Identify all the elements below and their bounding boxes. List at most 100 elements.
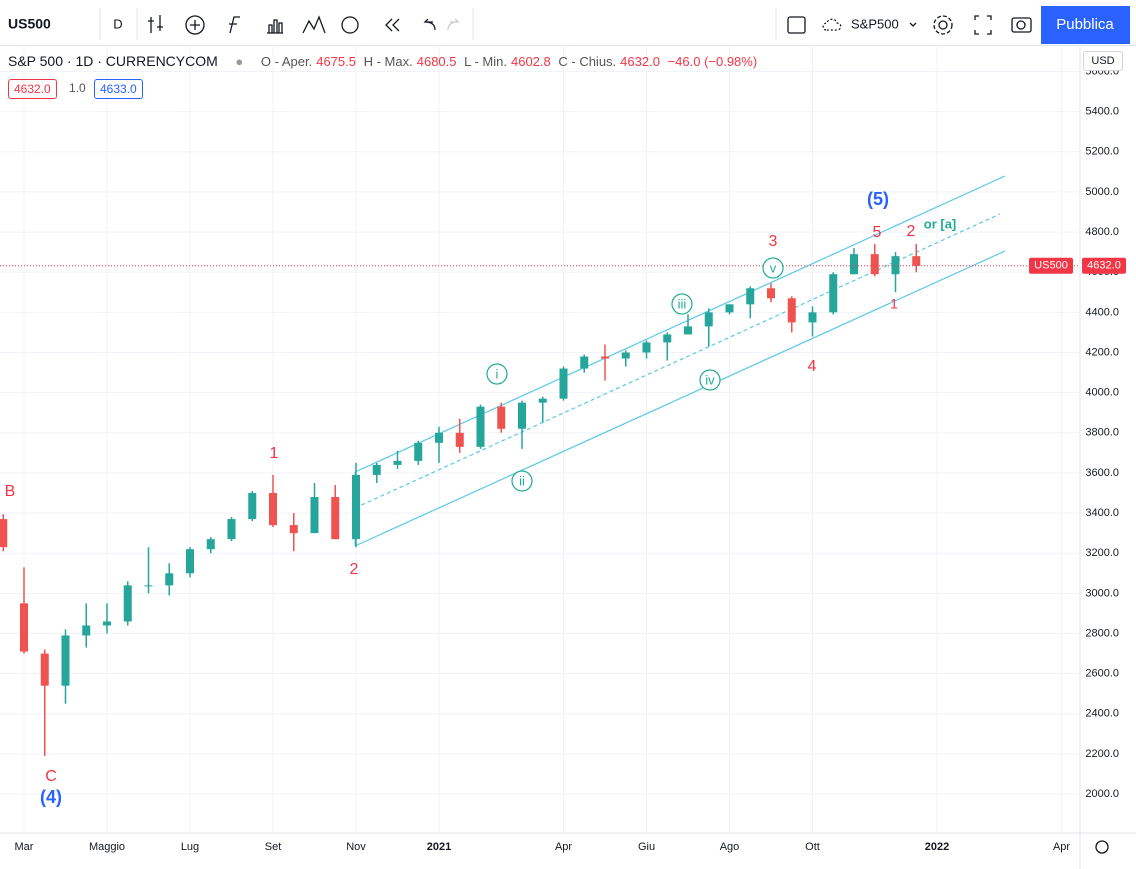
low: 4602.8 [510,54,551,69]
y-tick-label: 3200.0 [1085,547,1119,559]
fullscreen-icon[interactable] [974,15,992,35]
interval[interactable]: D [113,16,122,31]
candle-body [82,625,91,636]
camera-icon[interactable] [1011,17,1032,33]
candle-body [808,312,817,323]
candle-body [787,298,796,323]
y-tick-label: 5000.0 [1085,186,1119,198]
candle-body [0,519,8,548]
undo-icon[interactable] [423,18,436,31]
y-tick-label: 2200.0 [1085,748,1119,760]
alert-icon[interactable] [341,16,359,34]
candle-body [289,525,298,534]
chart-settings[interactable] [1095,840,1109,854]
cloud-icon[interactable] [822,18,842,31]
candle-body [393,460,402,465]
x-tick-label: Giu [638,841,655,853]
y-tick-label: 3600.0 [1085,467,1119,479]
candle-body [310,497,319,534]
y-tick-label: 4200.0 [1085,346,1119,358]
add-icon[interactable] [185,15,205,35]
x-tick-label: Nov [346,841,366,853]
candle-body [165,573,174,586]
candle-body [704,312,713,327]
y-tick-label: 4800.0 [1085,226,1119,238]
candle-body [746,288,755,305]
price-tag-label: 4632.0 [1087,260,1121,272]
y-tick-label: 5400.0 [1085,106,1119,118]
templates-icon[interactable] [302,15,326,34]
y-tick-label: 4000.0 [1085,387,1119,399]
redo-icon[interactable] [447,18,460,31]
candle-body [476,406,485,447]
candle-body [248,492,257,520]
open-label: O - Aper. [260,54,313,69]
replay-icon[interactable] [385,18,400,32]
close: 4632.0 [620,54,660,69]
y-tick-label: 5200.0 [1085,146,1119,158]
layout-icon[interactable] [787,16,806,34]
candle-body [435,432,443,443]
candle-body [684,326,692,335]
candle-body [123,585,132,622]
x-tick-label: Ott [805,841,820,853]
x-tick-label: 2021 [427,841,451,853]
bars-type-icon[interactable] [267,19,283,34]
currency[interactable]: USD [1083,51,1123,71]
candle-body [850,254,858,275]
y-tick-label: 4400.0 [1085,306,1119,318]
toolbar-icons: US500 D S&P500 Pubblica [8,6,1130,44]
wave-label: 1 [270,445,279,462]
ask[interactable]: 4633.0 [94,79,143,99]
symbol-badge [1029,257,1073,274]
legend-toggle[interactable]: ● [235,54,244,69]
bars-icon[interactable] [148,15,163,33]
candle-body [455,432,464,447]
fx-icon[interactable] [229,16,240,34]
symbol-badge-label: US500 [1034,260,1068,272]
candle-body [518,402,526,429]
channel-line [354,213,1001,509]
candle-body [227,519,236,540]
wave-label: 5 [873,224,882,241]
symbol[interactable]: US500 [8,16,51,32]
publish-label[interactable]: Pubblica [1056,16,1114,33]
settings-icon[interactable] [938,20,948,30]
candle-body [870,254,879,275]
wave-label: (4) [40,787,62,807]
x-tick-label: Apr [1053,841,1070,853]
candle-body [186,549,194,574]
candle-body [621,352,630,359]
candle-body [372,464,381,475]
wave-label: iii [678,296,687,311]
wave-circle [511,470,533,492]
wave-circle [762,257,784,279]
channel-line [354,175,1006,473]
x-tick-label: Set [265,841,282,853]
price-tag [1082,257,1126,274]
bid[interactable]: 4632.0 [8,79,57,99]
wave-label: or [a] [924,216,957,231]
close-label: C - Chius. [558,54,617,69]
high: 4680.5 [416,54,457,69]
open: 4675.5 [316,54,356,69]
candle-body [725,304,734,313]
x-tick-label: Ago [720,841,740,853]
change: −46.0 (−0.98%) [667,54,758,69]
y-tick-label: 2800.0 [1085,627,1119,639]
wave-label: ii [519,473,525,488]
publish-button[interactable] [1041,6,1130,44]
y-tick-label: 2400.0 [1085,708,1119,720]
y-tick-label: 2000.0 [1085,788,1119,800]
x-tick-label: Lug [181,841,199,853]
candle-body [61,635,70,686]
x-tick-label: Apr [555,841,572,853]
candle-body [144,585,153,587]
candle-body [103,621,111,626]
candle-body [559,368,568,399]
compare-symbol[interactable]: S&P500 [851,16,899,31]
candle-body [829,274,838,313]
wave-label: C [45,768,57,785]
spread: 1.0 [69,81,86,95]
